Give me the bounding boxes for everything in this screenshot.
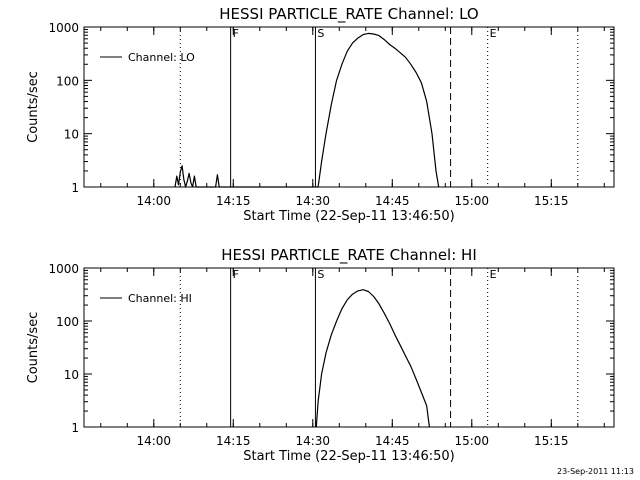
y-tick-label-lo: 100 xyxy=(56,74,79,88)
y-tick-label-lo: 1 xyxy=(71,181,79,195)
marker-label-e-lo: E xyxy=(490,27,497,40)
legend-label-hi: Channel: HI xyxy=(128,292,192,305)
y-axis-label-hi: Counts/sec xyxy=(26,312,41,384)
x-tick-label-hi: 14:30 xyxy=(295,434,330,448)
marker-label-f-lo: F xyxy=(233,27,239,40)
marker-label-e-hi: E xyxy=(490,268,497,281)
legend-label-lo: Channel: LO xyxy=(128,51,195,64)
x-tick-label-lo: 14:15 xyxy=(216,194,251,208)
x-axis-label-lo: Start Time (22-Sep-11 13:46:50) xyxy=(243,209,454,224)
x-tick-label-hi: 15:00 xyxy=(454,434,489,448)
series-line-lo xyxy=(174,32,440,188)
marker-label-f-hi: F xyxy=(233,268,239,281)
y-tick-label-hi: 100 xyxy=(56,315,79,329)
y-tick-label-hi: 10 xyxy=(64,368,79,382)
date-stamp: 23-Sep-2011 11:13 xyxy=(557,467,634,476)
plot-frame-lo xyxy=(83,26,615,188)
y-axis-label-lo: Counts/sec xyxy=(26,71,41,143)
x-tick-label-hi: 14:00 xyxy=(136,434,171,448)
x-tick-label-lo: 14:30 xyxy=(295,194,330,208)
x-tick-label-hi: 15:15 xyxy=(534,434,569,448)
chart-title-lo: HESSI PARTICLE_RATE Channel: LO xyxy=(219,5,478,24)
series-line-hi xyxy=(315,289,430,428)
x-tick-label-lo: 14:00 xyxy=(136,194,171,208)
x-tick-label-hi: 14:15 xyxy=(216,434,251,448)
chart-title-hi: HESSI PARTICLE_RATE Channel: HI xyxy=(221,246,477,265)
plot-frame-hi xyxy=(83,267,615,428)
x-axis-label-hi: Start Time (22-Sep-11 13:46:50) xyxy=(243,449,454,464)
marker-label-s-hi: S xyxy=(317,268,324,281)
y-tick-label-lo: 10 xyxy=(64,128,79,142)
marker-label-s-lo: S xyxy=(317,27,324,40)
x-tick-label-hi: 14:45 xyxy=(375,434,410,448)
x-tick-label-lo: 15:00 xyxy=(454,194,489,208)
y-tick-label-hi: 1 xyxy=(71,421,79,435)
x-tick-label-lo: 14:45 xyxy=(375,194,410,208)
y-tick-label-hi: 1000 xyxy=(48,262,79,276)
x-tick-label-lo: 15:15 xyxy=(534,194,569,208)
y-tick-label-lo: 1000 xyxy=(48,21,79,35)
